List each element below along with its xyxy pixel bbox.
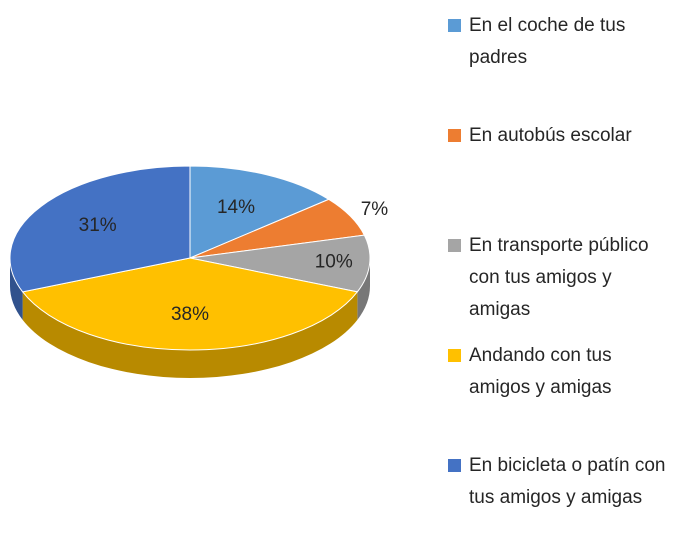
legend-item: En transporte público con tus amigos y a…	[448, 230, 668, 326]
pie-slice	[9, 165, 191, 293]
legend-item: En autobús escolar	[448, 120, 668, 152]
legend-label: En transporte público con tus amigos y a…	[469, 235, 649, 320]
legend-item: En el coche de tus padres	[448, 10, 668, 74]
pie-slice	[21, 257, 359, 351]
pie-slice	[189, 234, 371, 293]
legend-label: Andando con tus amigos y amigas	[469, 345, 612, 398]
legend-swatch	[448, 129, 461, 142]
data-label: 14%	[217, 197, 255, 218]
data-label: 7%	[361, 199, 389, 220]
legend-label: En autobús escolar	[469, 125, 632, 146]
legend-item: En bicicleta o patín con tus amigos y am…	[448, 450, 668, 514]
data-label: 31%	[79, 215, 117, 236]
pie-slice-side	[22, 291, 358, 379]
legend-swatch	[448, 19, 461, 32]
pie-slice-side	[10, 258, 23, 320]
data-label: 10%	[315, 252, 353, 273]
pie-slice-side	[357, 258, 370, 320]
pie-slice	[189, 165, 330, 259]
legend-label: En el coche de tus padres	[469, 15, 626, 68]
data-label: 38%	[171, 304, 209, 325]
legend-item: Andando con tus amigos y amigas	[448, 340, 668, 404]
legend-swatch	[448, 459, 461, 472]
legend-label: En bicicleta o patín con tus amigos y am…	[469, 455, 666, 508]
legend-swatch	[448, 239, 461, 252]
legend-swatch	[448, 349, 461, 362]
